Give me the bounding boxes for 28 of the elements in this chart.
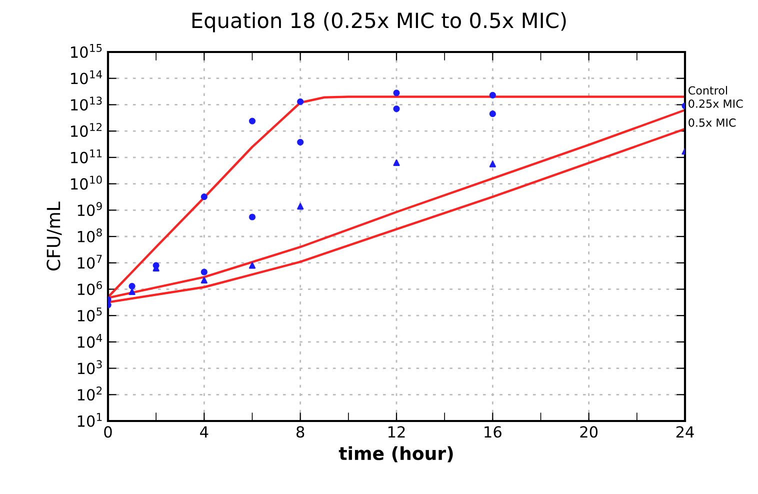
y-tick-label: 10$^{1}$ [78,413,102,427]
y-tick-label: 10$^{11}$ [71,149,102,164]
x-axis-title: time (hour) [338,446,453,462]
y-tick-label: 10$^{3}$ [78,360,102,374]
series-label: 0.25x MIC [688,99,743,108]
y-tick-label: 10$^{4}$ [78,334,102,348]
x-tick-label: 12 [388,426,405,438]
x-tick-label: 16 [484,426,502,438]
series-label: 0.5x MIC [688,118,736,127]
y-tick-label: 10$^{9}$ [78,202,102,216]
x-tick-label: 8 [296,426,304,438]
y-tick-label: 10$^{7}$ [78,254,102,269]
x-tick-label: 4 [200,426,208,438]
series-label: Control [688,86,727,95]
y-axis-title: CFU/mL [46,202,62,270]
y-tick-label: 10$^{6}$ [78,281,102,296]
y-tick-label: 10$^{15}$ [71,44,102,58]
y-tick-label: 10$^{14}$ [71,70,102,84]
y-tick-label: 10$^{13}$ [71,96,102,111]
x-tick-label: 20 [580,426,598,438]
y-tick-label: 10$^{2}$ [78,386,102,401]
y-tick-label: 10$^{12}$ [71,122,102,137]
x-tick-label: 24 [676,426,694,438]
y-tick-label: 10$^{8}$ [78,228,102,242]
x-tick-label: 0 [104,426,112,438]
chart-title: Equation 18 (0.25x MIC to 0.5x MIC) [192,12,566,32]
y-tick-label: 10$^{5}$ [78,308,102,322]
y-tick-label: 10$^{10}$ [71,176,102,190]
